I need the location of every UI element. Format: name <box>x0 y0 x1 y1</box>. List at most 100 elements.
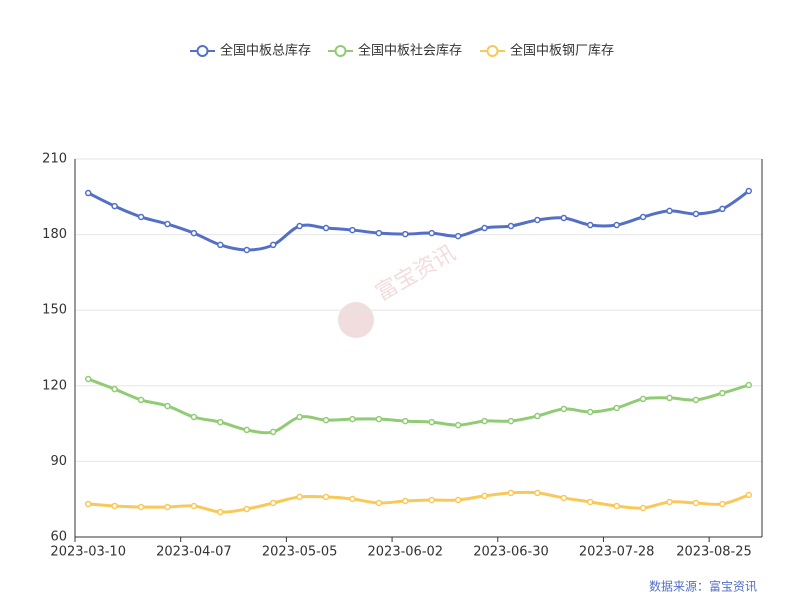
y-tick-label: 120 <box>42 378 67 393</box>
data-point <box>402 230 409 238</box>
data-point <box>587 498 594 506</box>
data-point <box>402 497 409 505</box>
legend-item: 全国中板钢厂库存 <box>480 43 614 59</box>
x-tick-label: 2023-08-25 <box>676 545 752 560</box>
data-point <box>217 508 224 516</box>
data-point <box>137 503 145 511</box>
legend-label: 全国中板总库存 <box>220 43 311 59</box>
data-point <box>745 187 753 195</box>
data-point <box>613 404 620 412</box>
data-point <box>269 241 277 249</box>
data-point <box>217 241 224 249</box>
data-point <box>111 202 118 210</box>
data-point <box>428 229 435 237</box>
data-point <box>190 229 198 237</box>
data-point <box>349 495 356 503</box>
data-point <box>692 499 700 507</box>
data-point <box>719 205 726 213</box>
data-point <box>666 498 673 506</box>
data-point <box>587 408 594 416</box>
y-tick-label: 180 <box>42 227 67 242</box>
data-point <box>375 415 383 423</box>
data-point <box>560 494 568 502</box>
data-point <box>587 221 594 229</box>
data-point <box>745 491 753 499</box>
y-tick-label: 150 <box>42 303 67 318</box>
data-point <box>639 504 647 512</box>
x-tick-label: 2023-06-30 <box>473 545 549 560</box>
data-point <box>375 499 383 507</box>
data-point <box>164 402 171 410</box>
data-point <box>428 418 435 426</box>
data-point <box>243 505 250 513</box>
legend-label: 全国中板社会库存 <box>358 43 462 59</box>
data-point <box>534 489 541 497</box>
data-point <box>481 492 488 500</box>
data-point <box>322 224 330 232</box>
x-tick-label: 2023-05-05 <box>262 545 338 560</box>
legend-marker <box>196 45 209 57</box>
data-point <box>243 246 250 254</box>
data-point <box>454 496 462 504</box>
data-point <box>719 389 726 397</box>
data-point <box>481 417 488 425</box>
data-point <box>296 413 303 421</box>
watermark: 富宝资讯 <box>338 241 460 338</box>
data-point <box>296 222 303 230</box>
data-point <box>84 189 92 197</box>
watermark-logo <box>338 302 374 338</box>
data-point <box>692 396 700 404</box>
data-point <box>745 381 753 389</box>
source-note: 数据来源：富宝资讯 <box>649 579 757 594</box>
series-line <box>87 377 750 435</box>
legend-label: 全国中板钢厂库存 <box>510 43 614 59</box>
data-point <box>84 500 92 508</box>
data-point <box>692 210 700 218</box>
watermark-text: 富宝资讯 <box>372 241 461 307</box>
data-point <box>111 385 118 393</box>
data-point <box>269 428 277 436</box>
data-point <box>560 405 568 413</box>
data-point <box>349 226 356 234</box>
legend-marker <box>334 45 347 57</box>
data-point <box>454 421 462 429</box>
legend-item: 全国中板总库存 <box>190 43 311 59</box>
legend-marker <box>486 45 499 57</box>
data-point <box>296 493 303 501</box>
data-point <box>613 221 620 229</box>
data-point <box>322 493 330 501</box>
data-point <box>349 415 356 423</box>
data-point <box>84 375 92 383</box>
data-point <box>269 499 277 507</box>
y-tick-label: 60 <box>50 530 67 545</box>
data-point <box>190 502 198 510</box>
data-point <box>719 500 726 508</box>
legend-item: 全国中板社会库存 <box>328 43 462 59</box>
data-point <box>137 396 145 404</box>
data-point <box>164 503 171 511</box>
x-tick-label: 2023-03-10 <box>50 545 126 560</box>
data-point <box>137 213 145 221</box>
data-point <box>507 489 515 497</box>
data-point <box>507 417 515 425</box>
x-tick-label: 2023-04-07 <box>156 545 232 560</box>
data-point <box>243 426 250 434</box>
data-point <box>190 413 198 421</box>
data-point <box>217 418 224 426</box>
series-line <box>87 189 750 252</box>
data-point <box>560 214 568 222</box>
x-tick-label: 2023-06-02 <box>368 545 444 560</box>
data-point <box>454 232 462 240</box>
data-point <box>666 394 673 402</box>
x-tick-label: 2023-07-28 <box>579 545 655 560</box>
data-point <box>534 412 541 420</box>
data-point <box>639 395 647 403</box>
data-point <box>481 224 488 232</box>
data-point <box>534 216 541 224</box>
data-point <box>164 220 171 228</box>
series-line <box>88 490 750 514</box>
data-point <box>111 502 118 510</box>
data-point <box>428 496 435 504</box>
data-point <box>639 213 647 221</box>
